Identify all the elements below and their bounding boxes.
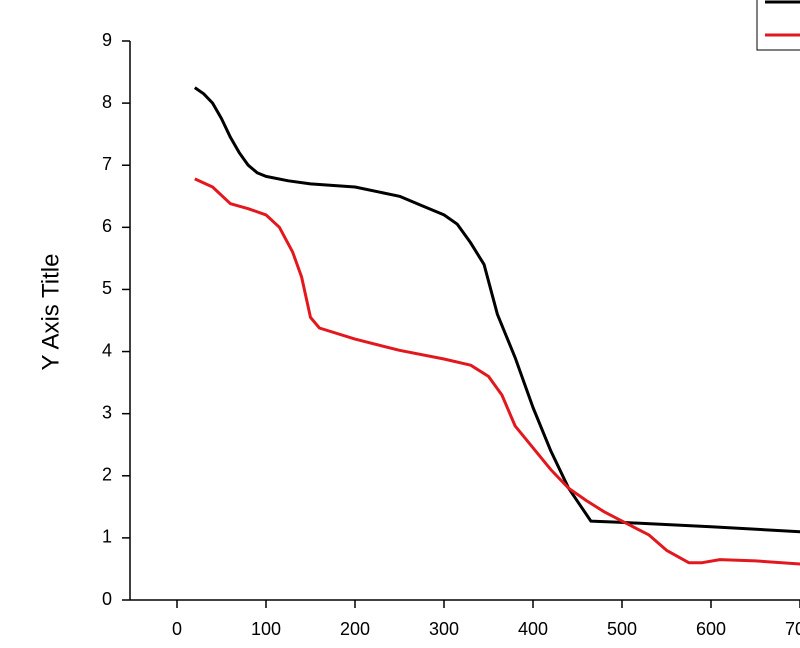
x-tick-label: 700: [785, 619, 800, 639]
y-tick-label: 6: [102, 216, 112, 236]
legend-box: [756, 0, 800, 51]
y-tick-label: 8: [102, 92, 112, 112]
x-tick-label: 400: [518, 619, 548, 639]
x-tick-label: 200: [340, 619, 370, 639]
y-tick-label: 7: [102, 154, 112, 174]
y-tick-label: 2: [102, 465, 112, 485]
x-tick-label: 100: [251, 619, 281, 639]
y-tick-label: 4: [102, 340, 112, 360]
x-tick-label: 300: [429, 619, 459, 639]
x-tick-label: 500: [607, 619, 637, 639]
y-tick-label: 3: [102, 402, 112, 422]
y-tick-label: 9: [102, 30, 112, 50]
y-tick-label: 1: [102, 527, 112, 547]
x-tick-label: 0: [172, 619, 182, 639]
y-tick-label: 5: [102, 278, 112, 298]
x-tick-label: 600: [696, 619, 726, 639]
y-tick-label: 0: [102, 589, 112, 609]
y-axis-label: Y Axis Title: [37, 254, 64, 371]
line-series: [193, 86, 800, 534]
line-series: [194, 177, 800, 566]
